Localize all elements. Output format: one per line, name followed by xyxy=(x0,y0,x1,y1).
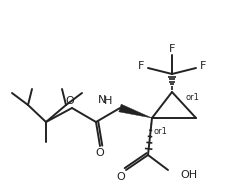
Text: F: F xyxy=(169,44,175,54)
Text: OH: OH xyxy=(180,170,197,180)
Text: or1: or1 xyxy=(154,127,168,137)
Text: H: H xyxy=(104,96,112,106)
Text: F: F xyxy=(138,61,144,71)
Text: F: F xyxy=(200,61,206,71)
Text: O: O xyxy=(96,148,104,158)
Text: O: O xyxy=(66,96,74,106)
Polygon shape xyxy=(119,104,152,118)
Text: O: O xyxy=(117,172,125,182)
Text: or1: or1 xyxy=(186,94,200,103)
Text: N: N xyxy=(98,95,106,105)
